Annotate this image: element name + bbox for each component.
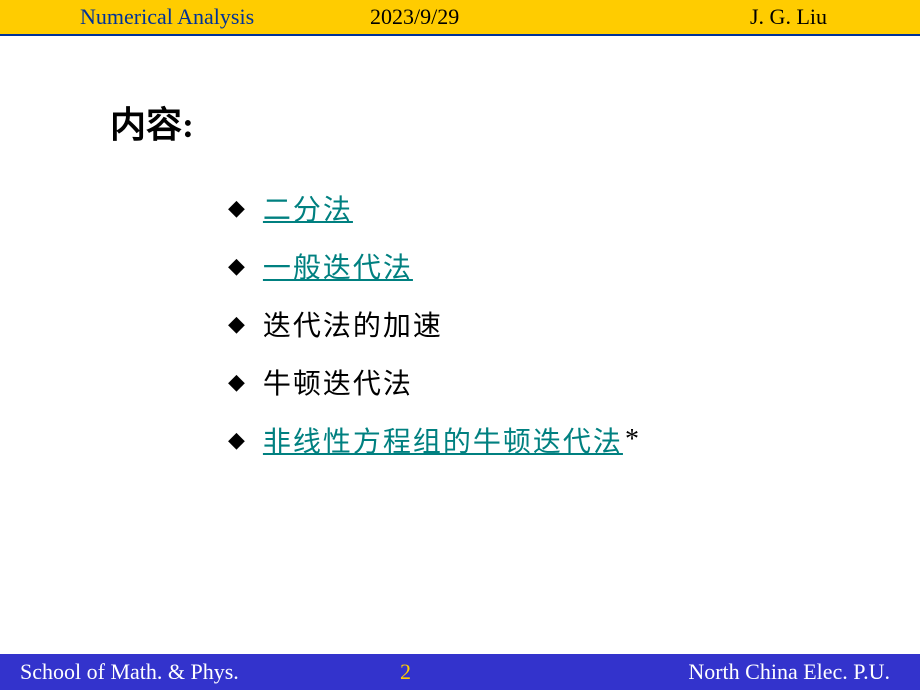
school-name: School of Math. & Phys. <box>20 659 400 685</box>
footer-bar: School of Math. & Phys. 2 North China El… <box>0 654 920 690</box>
diamond-bullet-icon: ◆ <box>228 311 245 337</box>
page-number: 2 <box>400 659 540 685</box>
list-item: ◆ 一般迭代法 <box>228 246 920 286</box>
topic-link[interactable]: 一般迭代法 <box>263 246 413 286</box>
diamond-bullet-icon: ◆ <box>228 195 245 221</box>
university-name: North China Elec. P.U. <box>540 659 890 685</box>
header-bar: Numerical Analysis 2023/9/29 J. G. Liu <box>0 0 920 36</box>
topic-text: 迭代法的加速 <box>263 304 443 344</box>
diamond-bullet-icon: ◆ <box>228 427 245 453</box>
topic-text: 牛顿迭代法 <box>263 362 413 402</box>
suffix-mark: * <box>625 424 639 456</box>
topic-link[interactable]: 二分法 <box>263 188 353 228</box>
list-item: ◆ 迭代法的加速 <box>228 304 920 344</box>
diamond-bullet-icon: ◆ <box>228 369 245 395</box>
author-name: J. G. Liu <box>660 4 890 30</box>
list-item: ◆ 非线性方程组的牛顿迭代法* <box>228 420 920 460</box>
date-text: 2023/9/29 <box>370 4 660 30</box>
diamond-bullet-icon: ◆ <box>228 253 245 279</box>
topic-link[interactable]: 非线性方程组的牛顿迭代法 <box>263 420 623 460</box>
content-heading: 内容: <box>110 96 920 148</box>
list-item: ◆ 二分法 <box>228 188 920 228</box>
course-title: Numerical Analysis <box>80 4 370 30</box>
topic-list: ◆ 二分法 ◆ 一般迭代法 ◆ 迭代法的加速 ◆ 牛顿迭代法 ◆ 非线性方程组的牛顿迭代法* <box>110 188 920 460</box>
list-item: ◆ 牛顿迭代法 <box>228 362 920 402</box>
main-content: 内容: ◆ 二分法 ◆ 一般迭代法 ◆ 迭代法的加速 ◆ 牛顿迭代法 ◆ 非线性方程组的牛顿迭代法… <box>0 36 920 460</box>
